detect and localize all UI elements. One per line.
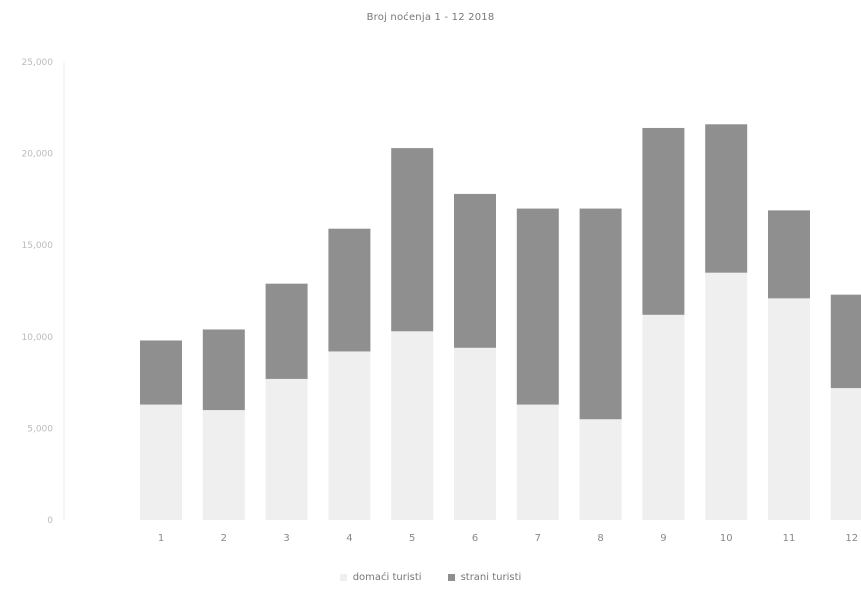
bar-foreign[interactable] xyxy=(705,124,748,273)
legend-item-domestic[interactable]: domaći turisti xyxy=(339,572,422,583)
legend-item-foreign[interactable]: strani turisti xyxy=(447,572,522,583)
bar-domestic[interactable] xyxy=(328,351,371,520)
bar-foreign[interactable] xyxy=(579,208,622,420)
bar-foreign[interactable] xyxy=(202,329,245,411)
x-tick-label: 2 xyxy=(221,533,227,544)
legend-label-domestic: domaći turisti xyxy=(352,572,422,583)
x-tick-label: 12 xyxy=(845,533,858,544)
bar-domestic[interactable] xyxy=(642,314,685,520)
bar-foreign[interactable] xyxy=(328,228,371,352)
x-tick-label: 8 xyxy=(597,533,603,544)
legend-swatch-domestic xyxy=(339,574,347,581)
legend-swatch-foreign xyxy=(447,574,455,581)
bar-domestic[interactable] xyxy=(830,388,861,520)
x-tick-label: 7 xyxy=(535,533,541,544)
x-tick-label: 9 xyxy=(660,533,666,544)
bar-domestic[interactable] xyxy=(579,419,622,520)
y-tick-label: 0 xyxy=(47,516,53,526)
bar-foreign[interactable] xyxy=(642,127,685,315)
x-tick-label: 10 xyxy=(720,533,733,544)
bars xyxy=(140,124,861,520)
x-axis-labels: 1 2 3 4 5 6 7 8 9 10 11 12 xyxy=(158,533,858,544)
y-tick-label: 15,000 xyxy=(22,241,54,251)
x-tick-label: 4 xyxy=(346,533,352,544)
bar-domestic[interactable] xyxy=(391,331,434,520)
bar-foreign[interactable] xyxy=(265,283,308,379)
bar-domestic[interactable] xyxy=(705,272,748,520)
bar-domestic[interactable] xyxy=(265,378,308,520)
bar-foreign[interactable] xyxy=(830,294,861,389)
bar-domestic[interactable] xyxy=(202,410,245,520)
y-axis-ticks: 0 5,000 10,000 15,000 20,000 25,000 xyxy=(22,58,54,526)
x-tick-label: 6 xyxy=(472,533,478,544)
bar-foreign[interactable] xyxy=(454,193,496,348)
x-tick-label: 11 xyxy=(783,533,796,544)
bar-domestic[interactable] xyxy=(516,404,559,520)
x-tick-label: 1 xyxy=(158,533,164,544)
bar-foreign[interactable] xyxy=(516,208,559,405)
y-tick-label: 25,000 xyxy=(22,58,54,68)
chart-title: Broj noćenja 1 - 12 2018 xyxy=(366,12,495,23)
y-tick-label: 5,000 xyxy=(27,424,53,434)
x-tick-label: 3 xyxy=(283,533,289,544)
y-tick-label: 10,000 xyxy=(22,333,54,343)
y-tick-label: 20,000 xyxy=(22,150,54,160)
bar-domestic[interactable] xyxy=(768,298,810,520)
bar-foreign[interactable] xyxy=(391,148,434,332)
bar-foreign[interactable] xyxy=(140,340,182,405)
legend: domaći turisti strani turisti xyxy=(0,572,861,583)
legend-label-foreign: strani turisti xyxy=(460,572,522,583)
x-tick-label: 5 xyxy=(409,533,415,544)
bar-domestic[interactable] xyxy=(454,347,496,520)
bar-domestic[interactable] xyxy=(140,404,182,520)
bar-foreign[interactable] xyxy=(768,210,810,299)
